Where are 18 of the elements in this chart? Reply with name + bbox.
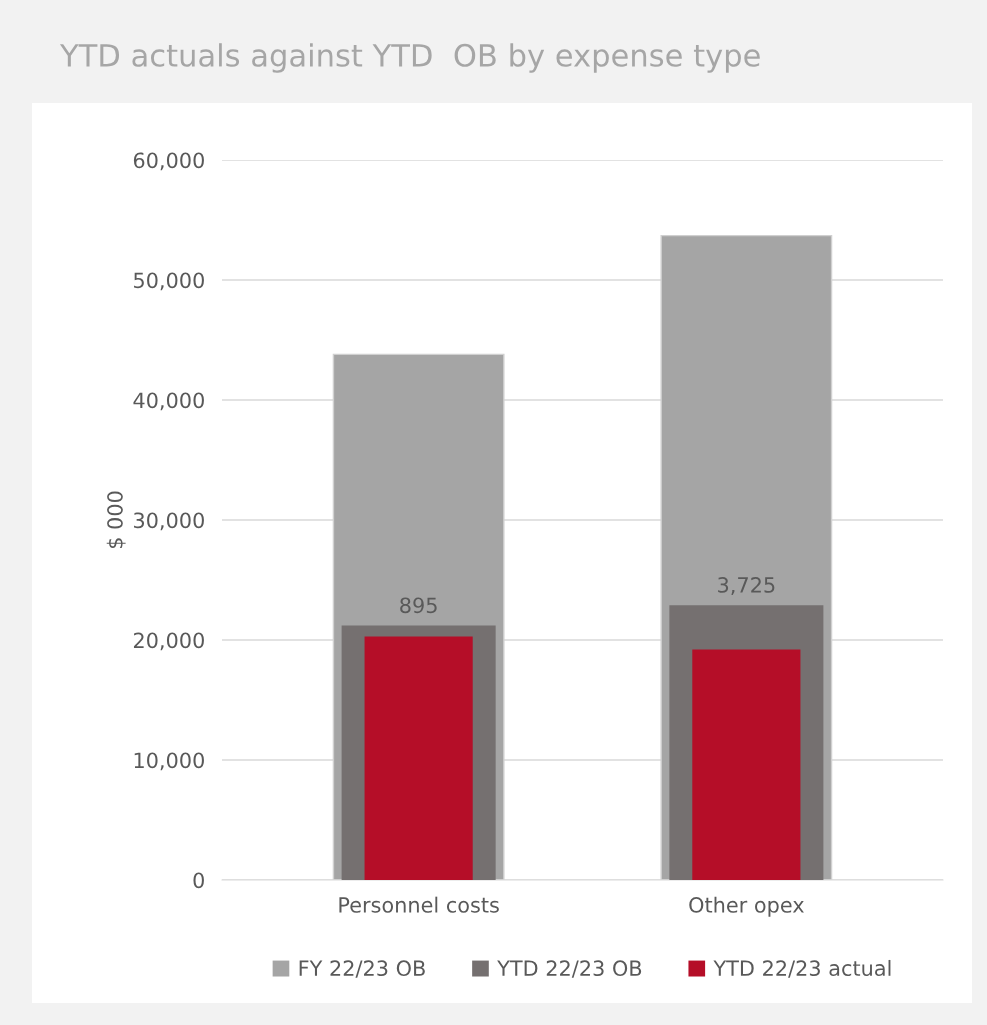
annotation: 895 (400, 597, 437, 614)
bar (364, 636, 473, 880)
y-axis-title: $ 000 (106, 491, 126, 549)
x-tick-label: Personnel costs (339, 896, 499, 913)
legend-label: YTD 22/23 actual (713, 959, 891, 978)
y-tick-label: 40,000 (133, 392, 204, 411)
x-tick-label: Other opex (689, 896, 804, 917)
y-tick-label: 0 (193, 872, 204, 889)
y-tick-label: 50,000 (134, 272, 204, 291)
y-tick-label: 30,000 (134, 512, 204, 531)
y-tick-label: 60,000 (133, 152, 204, 171)
legend-label: FY 22/23 OB (299, 960, 425, 978)
legend-label: YTD 22/23 OB (497, 960, 642, 978)
bar (692, 649, 801, 880)
chart-title: YTD actuals against YTD OB by expense type (59, 43, 760, 73)
annotation: 3,725 (718, 577, 775, 595)
y-tick-label: 10,000 (134, 752, 204, 771)
y-tick-label: 20,000 (133, 632, 204, 651)
